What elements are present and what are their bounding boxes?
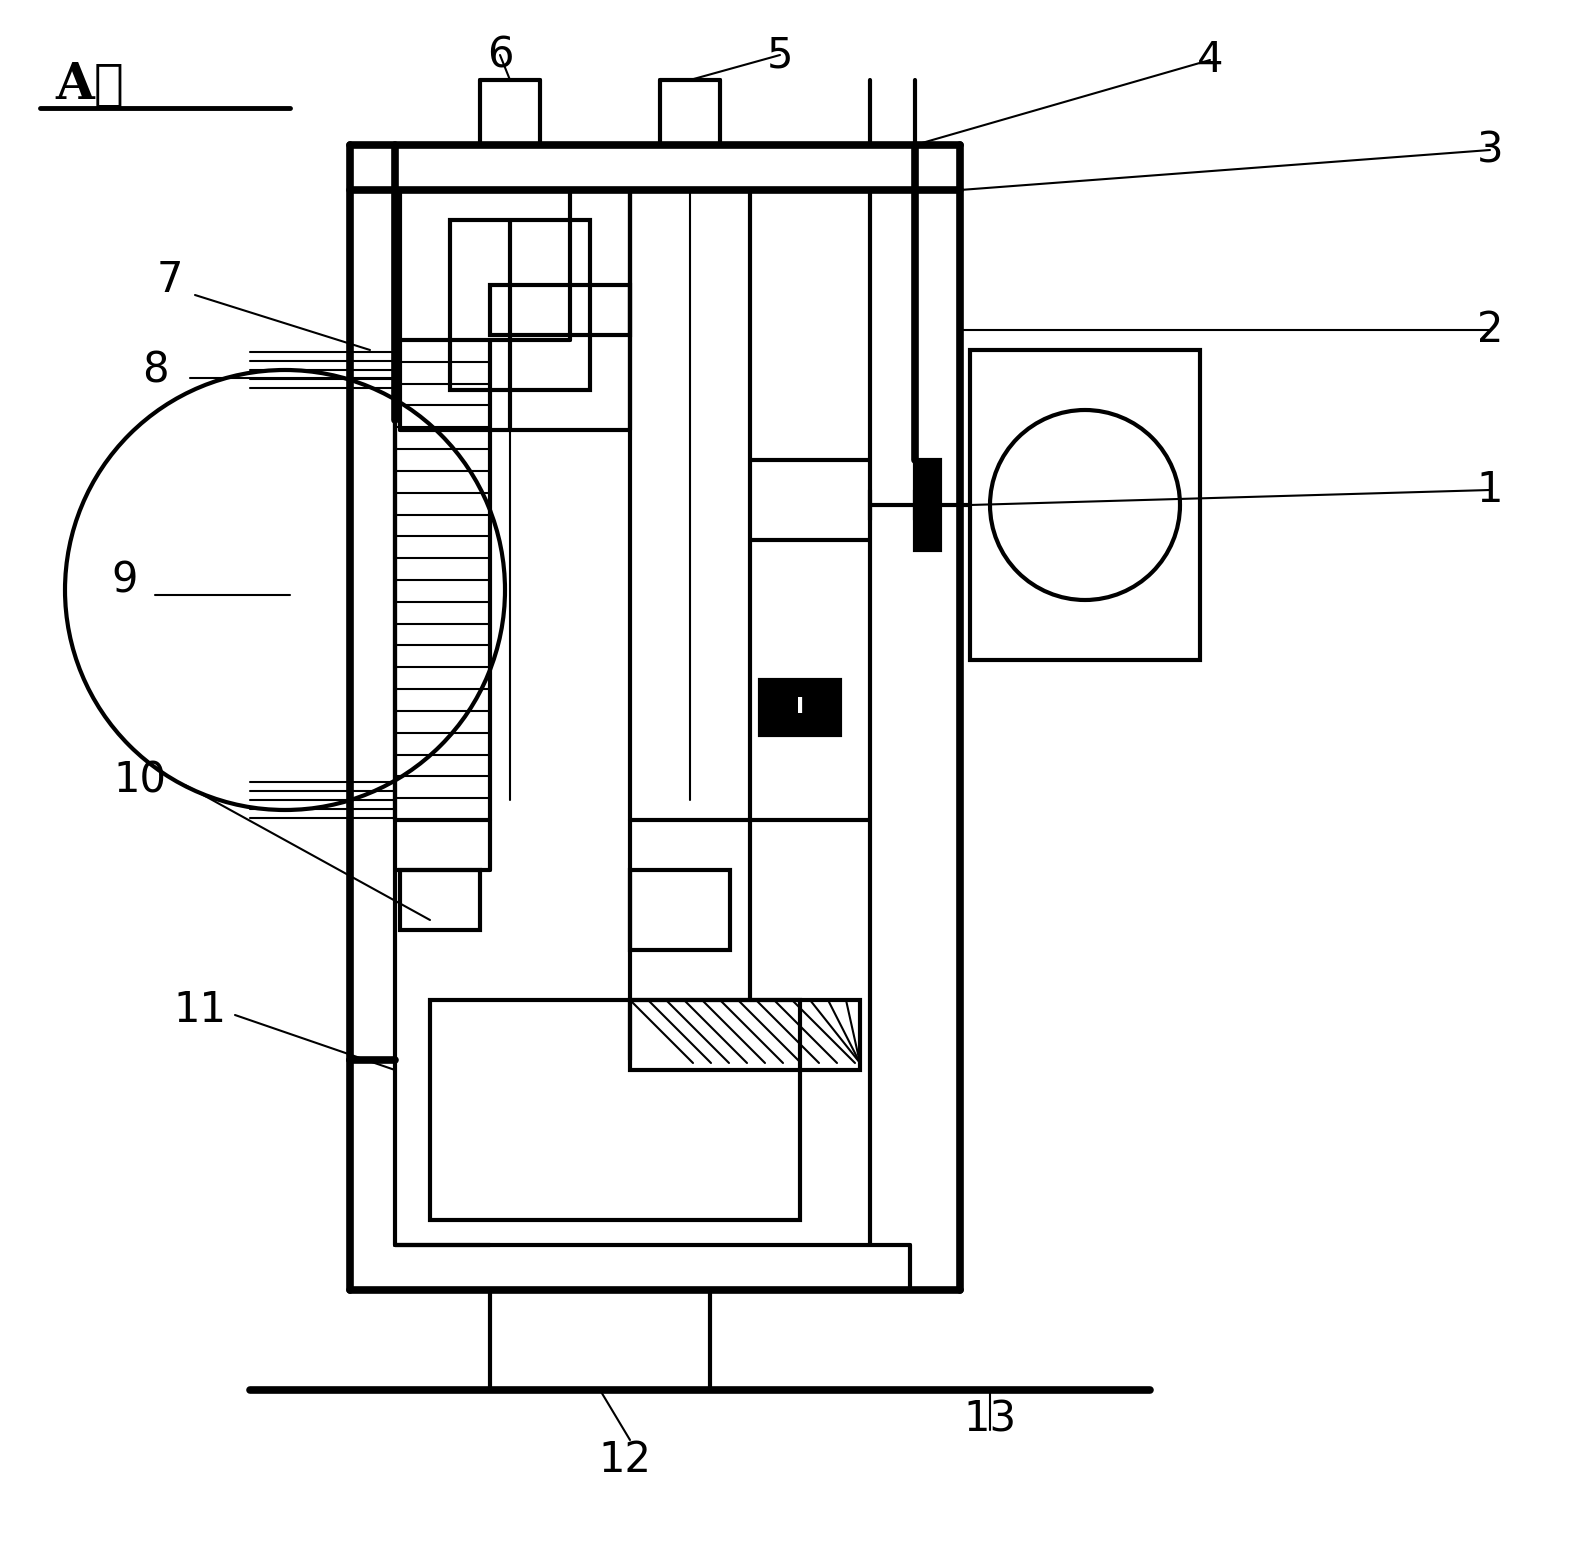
Bar [400, 869, 480, 930]
Text: 13: 13 [963, 1399, 1016, 1441]
Bar [429, 1000, 801, 1220]
Bar [491, 285, 631, 335]
Text: 9: 9 [112, 559, 138, 601]
Text: 6: 6 [486, 34, 513, 76]
Bar [491, 1290, 709, 1390]
Text: 10: 10 [113, 759, 167, 801]
Bar [760, 679, 840, 735]
Text: I: I [796, 696, 804, 717]
Text: 5: 5 [766, 34, 793, 76]
Text: 4: 4 [1197, 39, 1224, 81]
Text: 7: 7 [157, 259, 182, 301]
Text: 12: 12 [599, 1440, 651, 1482]
Bar [915, 460, 941, 550]
Text: 8: 8 [142, 349, 168, 391]
Text: 1: 1 [1477, 469, 1504, 511]
Bar [631, 1000, 860, 1070]
Bar [631, 869, 730, 950]
Text: 11: 11 [173, 989, 227, 1031]
Bar [971, 351, 1200, 661]
Text: 3: 3 [1477, 129, 1504, 171]
Text: A向: A向 [55, 61, 124, 109]
Text: 2: 2 [1477, 308, 1504, 351]
Bar [450, 220, 590, 390]
